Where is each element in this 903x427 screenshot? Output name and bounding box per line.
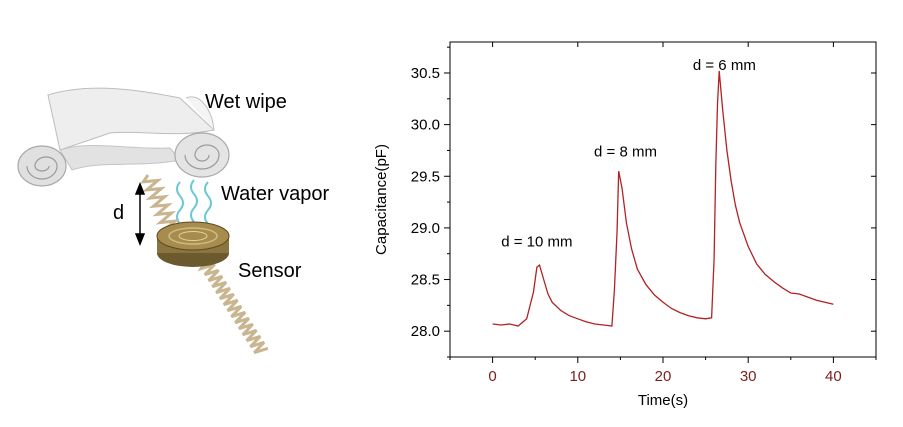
water-vapor-label: Water vapor [221, 183, 330, 205]
x-axis-title: Time(s) [638, 392, 688, 409]
wet-wipe-icon [17, 87, 230, 187]
y-ticks: 28.0 28.5 29.0 29.5 30.0 30.5 [411, 46, 876, 358]
y-tick-label: 28.5 [411, 272, 440, 289]
wet-wipe-label: Wet wipe [205, 91, 287, 113]
x-tick-label: 40 [825, 368, 842, 385]
peak-annotation: d = 6 mm [693, 57, 756, 74]
y-axis-title: Capacitance(pF) [373, 144, 390, 255]
wire-top [140, 174, 180, 233]
distance-arrow [134, 181, 146, 247]
y-tick-label: 29.5 [411, 168, 440, 185]
distance-label: d [113, 202, 124, 224]
sensor-icon [156, 221, 230, 267]
illustration: Wet wipe Water vapor d Sensor [17, 87, 330, 355]
y-tick-label: 29.0 [411, 220, 440, 237]
water-vapor-icon [176, 179, 212, 225]
x-tick-label: 30 [740, 368, 757, 385]
peak-annotation: d = 10 mm [501, 233, 572, 250]
x-tick-label: 20 [655, 368, 672, 385]
peak-annotation: d = 8 mm [594, 144, 657, 161]
wire-bottom [197, 261, 269, 355]
x-tick-label: 0 [488, 368, 496, 385]
capacitance-series-line [492, 70, 834, 327]
y-tick-label: 30.0 [411, 117, 440, 134]
plot-frame [449, 41, 877, 358]
capacitance-chart: 0 10 20 30 40 28.0 28.5 29.0 29.5 30.0 30.5 d = 1… [373, 41, 877, 409]
peak-annotations: d = 10 mm d = 8 mm d = 6 mm [501, 57, 756, 251]
y-tick-label: 30.5 [411, 65, 440, 82]
y-tick-label: 28.0 [411, 323, 440, 340]
x-tick-label: 10 [569, 368, 586, 385]
sensor-label: Sensor [238, 260, 302, 282]
x-ticks: 0 10 20 30 40 [449, 42, 877, 385]
